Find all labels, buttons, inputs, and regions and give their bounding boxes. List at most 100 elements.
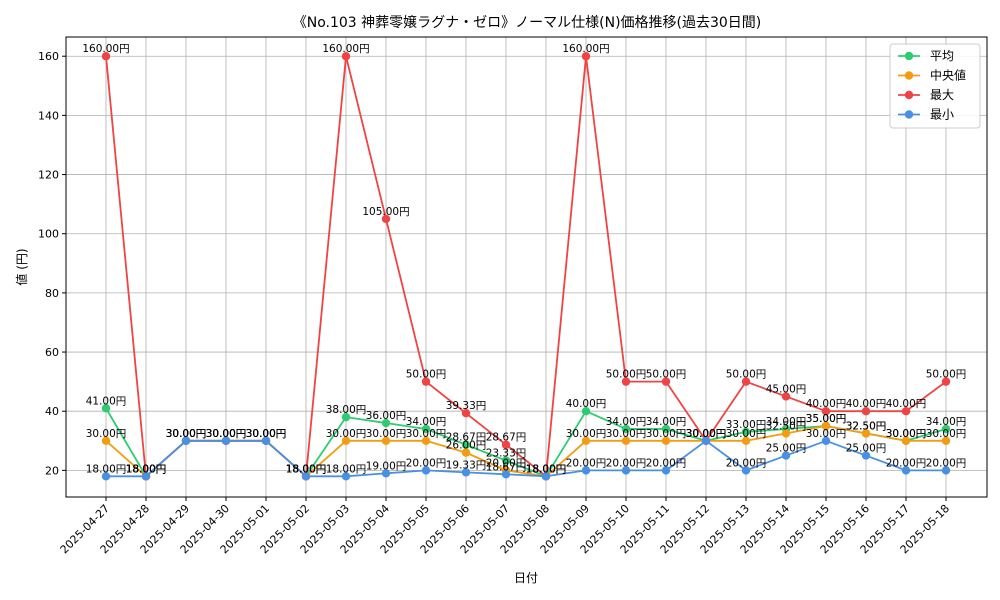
data-point-median xyxy=(741,436,751,445)
data-point-min xyxy=(101,472,111,481)
data-point-median xyxy=(341,436,351,445)
data-point-min xyxy=(901,466,911,475)
series-line-min xyxy=(106,439,946,478)
data-label-avg: 33.00円 xyxy=(726,419,767,431)
data-point-max xyxy=(901,407,911,416)
data-label-median: 30.00円 xyxy=(326,428,367,440)
data-label-median: 30.00円 xyxy=(366,428,407,440)
data-point-max xyxy=(741,377,751,386)
data-label-max: 50.00円 xyxy=(726,369,767,381)
data-label-median: 35.00円 xyxy=(806,413,847,425)
data-label-max: 50.00円 xyxy=(646,369,687,381)
data-label-median: 30.00円 xyxy=(726,428,767,440)
data-point-min xyxy=(701,436,711,445)
data-point-min xyxy=(781,451,791,460)
legend-box xyxy=(889,43,981,129)
data-label-median: 30.00円 xyxy=(86,428,127,440)
data-point-median xyxy=(461,448,471,457)
data-point-min xyxy=(341,472,351,481)
data-point-avg xyxy=(421,424,431,434)
data-label-avg: 38.00円 xyxy=(326,404,367,416)
data-label-avg: 18.00円 xyxy=(286,463,327,475)
data-point-min xyxy=(861,451,871,460)
data-label-max: 105.00円 xyxy=(362,206,409,218)
data-label-min: 30.00円 xyxy=(686,428,727,440)
data-label-max: 45.00円 xyxy=(766,383,807,395)
data-label-median: 30.00円 xyxy=(406,428,447,440)
legend-label-avg: 平均 xyxy=(930,49,954,63)
data-label-min: 18.00円 xyxy=(286,463,327,475)
data-point-max xyxy=(461,408,471,418)
y-axis-ticks: 20 40 60 80 100 120 140 160 xyxy=(38,50,66,477)
data-label-max: 30.00円 xyxy=(166,428,207,440)
data-point-max xyxy=(381,214,391,224)
data-point-median xyxy=(781,429,791,438)
data-label-min: 18.67円 xyxy=(486,461,527,473)
data-label-min: 18.00円 xyxy=(86,463,127,475)
data-label-min: 30.00円 xyxy=(246,428,287,440)
series-layer xyxy=(101,52,951,481)
data-point-max xyxy=(341,52,351,61)
y-tick-label: 140 xyxy=(38,109,59,122)
legend-label-median: 中央値 xyxy=(930,68,966,83)
data-label-median: 30.00円 xyxy=(606,428,647,440)
data-point-min xyxy=(141,472,151,481)
data-point-max xyxy=(861,407,871,416)
data-point-min xyxy=(661,466,671,475)
data-label-avg: 34.00円 xyxy=(766,416,807,428)
data-point-median xyxy=(821,421,831,431)
data-label-min: 20.00円 xyxy=(566,457,607,469)
data-label-median: 30.00円 xyxy=(246,428,287,440)
y-tick-label: 20 xyxy=(45,464,59,477)
data-point-avg xyxy=(501,456,511,465)
data-point-median xyxy=(381,436,391,445)
data-label-median: 30.00円 xyxy=(926,428,967,440)
data-label-min: 25.00円 xyxy=(766,443,807,455)
data-label-avg: 18.00円 xyxy=(126,463,167,475)
data-point-median xyxy=(661,436,671,445)
data-point-max xyxy=(501,440,511,449)
data-point-median xyxy=(581,436,591,445)
data-label-min: 19.33円 xyxy=(446,459,487,471)
data-label-median: 20.00円 xyxy=(486,457,527,469)
data-point-avg xyxy=(661,424,671,434)
data-point-min xyxy=(501,470,511,479)
data-point-max xyxy=(101,52,111,61)
data-label-max: 40.00円 xyxy=(886,398,927,410)
data-label-median: 18.00円 xyxy=(286,463,327,475)
data-point-min xyxy=(221,436,231,445)
data-label-min: 18.00円 xyxy=(526,463,567,475)
data-label-median: 30.00円 xyxy=(566,428,607,440)
data-label-min: 30.00円 xyxy=(166,428,207,440)
data-point-avg xyxy=(341,412,351,422)
data-label-min: 20.00円 xyxy=(406,457,447,469)
data-point-min xyxy=(261,436,271,445)
data-label-max: 39.33円 xyxy=(446,400,487,412)
data-label-max: 50.00円 xyxy=(606,369,647,381)
data-label-max: 18.00円 xyxy=(526,463,567,475)
data-point-max xyxy=(661,377,671,386)
data-point-min xyxy=(941,466,951,475)
data-label-median: 30.00円 xyxy=(166,428,207,440)
data-point-min xyxy=(421,466,431,475)
data-label-max: 160.00円 xyxy=(562,43,609,55)
data-point-avg xyxy=(941,424,951,434)
data-label-avg: 28.67円 xyxy=(446,432,487,444)
data-label-avg: 30.00円 xyxy=(246,428,287,440)
legend-label-max: 最大 xyxy=(930,88,954,102)
data-point-median xyxy=(901,436,911,445)
plot-frame xyxy=(65,36,988,498)
data-point-max xyxy=(781,392,791,401)
data-label-avg: 41.00円 xyxy=(86,395,127,407)
data-label-min: 30.00円 xyxy=(206,428,247,440)
data-point-max xyxy=(941,377,951,386)
data-label-max: 40.00円 xyxy=(846,398,887,410)
data-label-median: 18.00円 xyxy=(126,463,167,475)
data-label-median: 32.50円 xyxy=(846,420,887,432)
data-label-max: 18.00円 xyxy=(286,463,327,475)
y-tick-label: 160 xyxy=(38,50,59,63)
data-point-avg xyxy=(621,424,631,434)
data-point-max xyxy=(421,377,431,386)
